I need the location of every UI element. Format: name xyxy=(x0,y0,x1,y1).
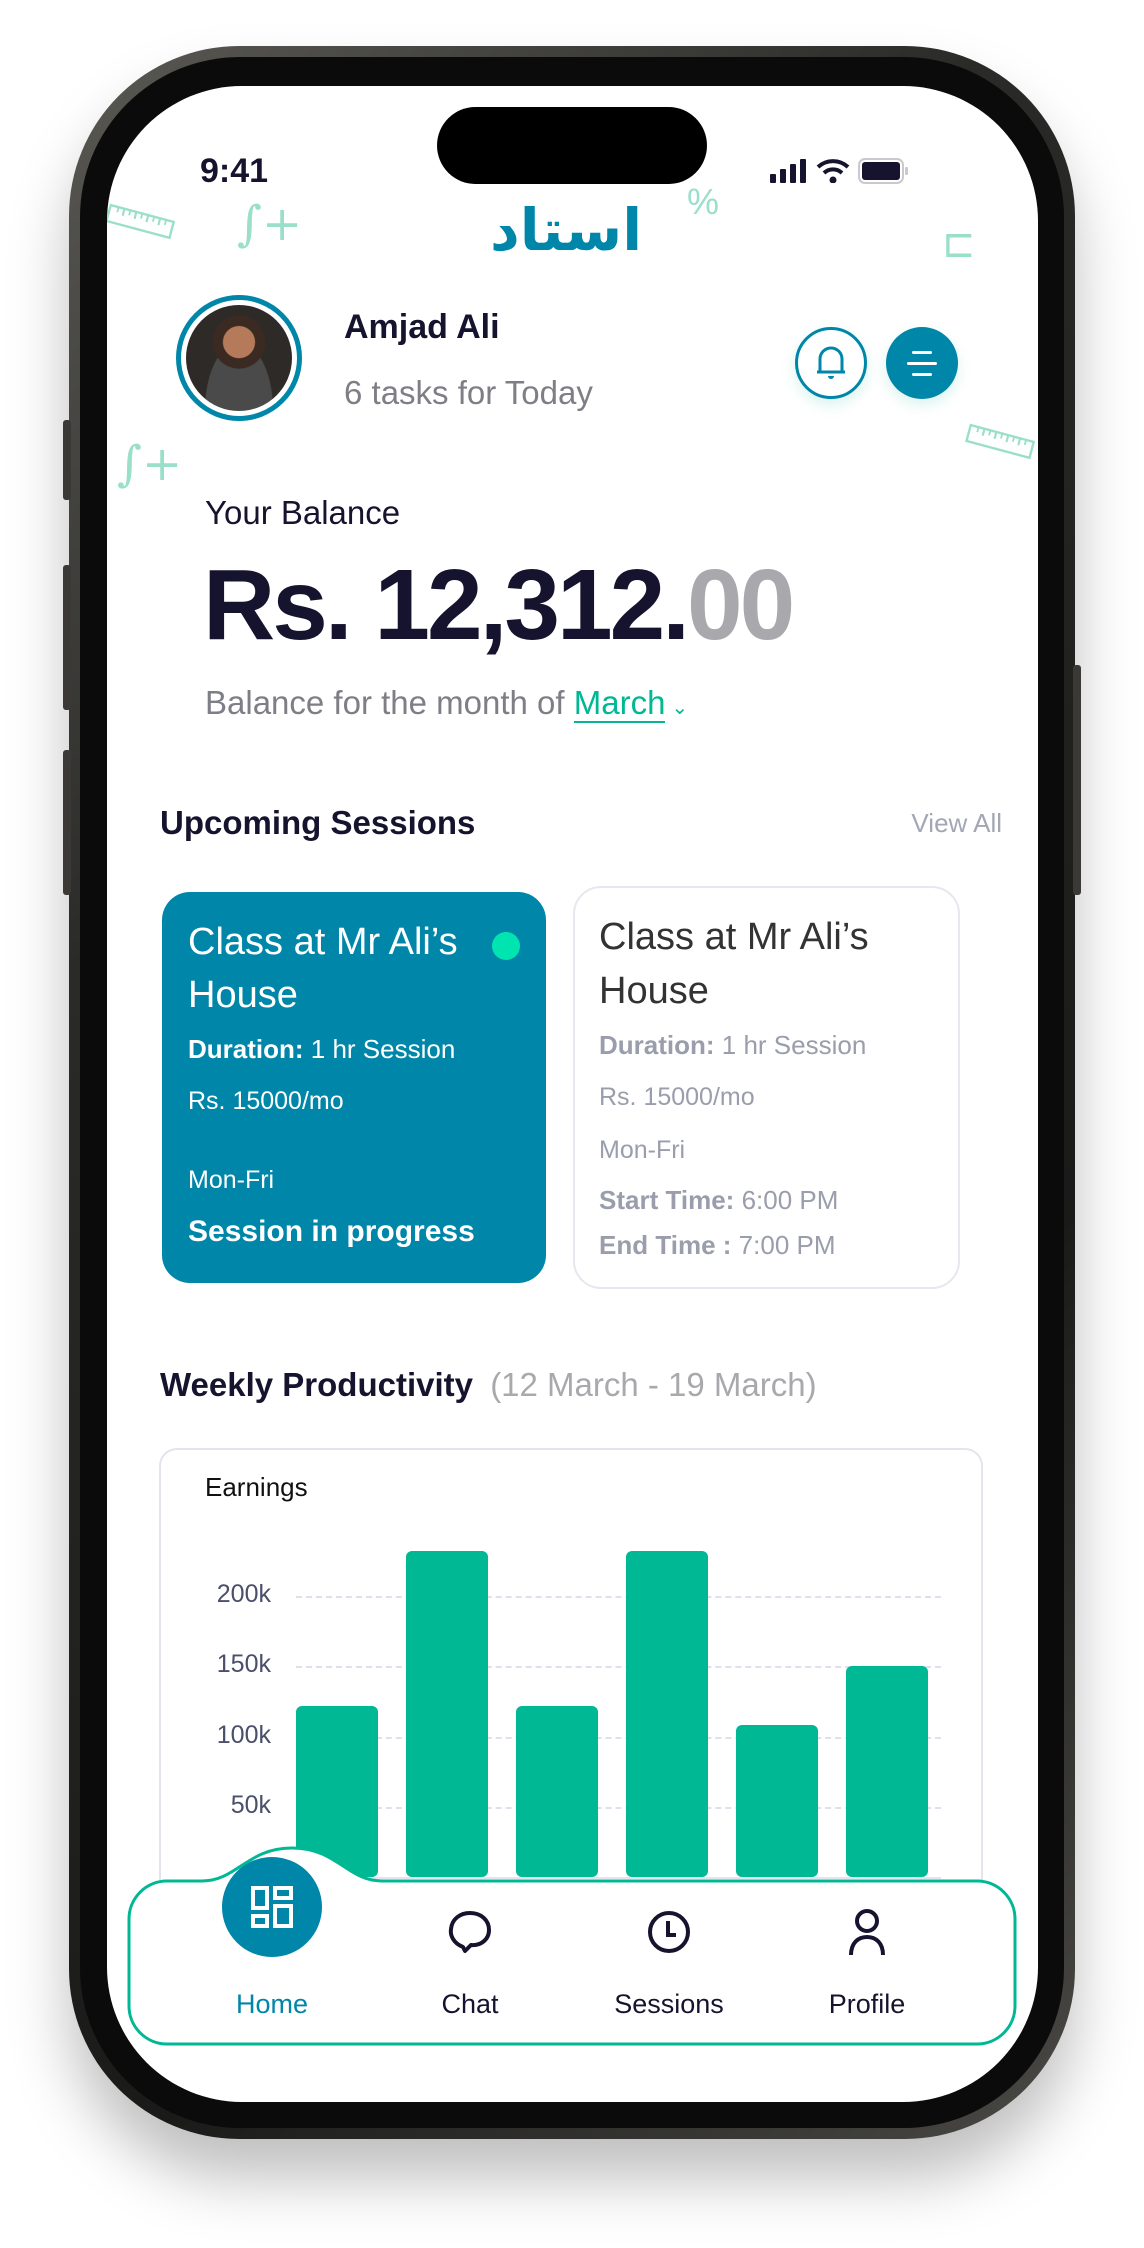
x-axis-line xyxy=(296,1877,941,1879)
view-all-link[interactable]: View All xyxy=(911,808,1002,838)
y-tick-label: 150k xyxy=(216,1650,271,1679)
signal-icon xyxy=(770,159,806,183)
balance-amount: Rs. 12,312.00 xyxy=(203,548,795,663)
menu-button[interactable] xyxy=(886,327,958,399)
y-tick-label: 200k xyxy=(216,1580,271,1608)
balance-amount-main: Rs. 12,312. xyxy=(203,549,690,661)
end-value: 7:00 PM xyxy=(738,1230,836,1260)
action-button xyxy=(63,420,71,500)
bar xyxy=(846,1666,928,1877)
volume-up-button xyxy=(63,565,71,710)
bell-icon xyxy=(817,346,845,379)
duration-value: 1 hr Session xyxy=(310,1034,456,1064)
status-icons xyxy=(770,158,910,184)
balance-label: Your Balance xyxy=(205,494,401,531)
screen: 📏︎ ∫+ % ⊏ ∫+ 📏︎ 9:41 استاد Amjad Ali 6 t… xyxy=(107,86,1038,2102)
chevron-down-icon[interactable]: ⌄ xyxy=(671,697,689,719)
balance-month-line: Balance for the month of March ⌄ xyxy=(205,684,689,723)
set-square-icon: ⊏ xyxy=(942,222,976,266)
integral-icon: ∫+ xyxy=(117,436,183,492)
session-end-time: End Time : 7:00 PM xyxy=(599,1230,934,1261)
productivity-range: (12 March - 19 March) xyxy=(490,1366,817,1403)
bar xyxy=(626,1551,708,1877)
bar xyxy=(736,1725,818,1877)
nav-home-label[interactable]: Home xyxy=(235,1989,309,2019)
grid-line xyxy=(296,1806,941,1809)
bar xyxy=(406,1551,488,1877)
dynamic-island xyxy=(437,107,707,184)
live-status-dot xyxy=(492,932,520,960)
start-value: 6:00 PM xyxy=(741,1185,839,1215)
battery-icon xyxy=(858,158,908,184)
session-start-time: Start Time: 6:00 PM xyxy=(599,1185,934,1216)
session-price: Rs. 15000/mo xyxy=(188,1087,344,1115)
session-card[interactable]: Class at Mr Ali’s House Duration: 1 hr S… xyxy=(573,886,960,1289)
month-selector[interactable]: March xyxy=(573,684,666,723)
productivity-title: Weekly Productivity xyxy=(160,1366,474,1403)
menu-icon-line xyxy=(907,361,937,365)
clock-icon[interactable] xyxy=(645,1908,693,1956)
productivity-header: Weekly Productivity (12 March - 19 March… xyxy=(160,1366,817,1404)
dashboard-icon xyxy=(251,1886,293,1928)
chart-title: Earnings xyxy=(205,1472,308,1502)
sessions-title: Upcoming Sessions xyxy=(160,804,476,841)
ruler-icon: 📏︎ xyxy=(107,173,190,270)
y-tick-label: 50k xyxy=(230,1790,271,1819)
chat-icon[interactable] xyxy=(447,1909,493,1955)
tasks-subtitle: 6 tasks for Today xyxy=(344,374,593,411)
avatar[interactable] xyxy=(176,295,302,421)
session-duration: Duration: 1 hr Session xyxy=(188,1034,520,1065)
duration-label: Duration: xyxy=(599,1030,715,1060)
status-time: 9:41 xyxy=(200,152,269,190)
end-label: End Time : xyxy=(599,1230,732,1260)
balance-month-prefix: Balance for the month of xyxy=(205,684,565,721)
month-value: March xyxy=(573,684,666,721)
session-price: Rs. 15000/mo xyxy=(599,1083,755,1111)
wifi-icon xyxy=(816,159,850,183)
balance-amount-decimals: 00 xyxy=(687,549,795,661)
percent-icon: % xyxy=(687,181,720,222)
start-label: Start Time: xyxy=(599,1185,735,1215)
duration-label: Duration: xyxy=(188,1034,304,1064)
power-button xyxy=(1073,665,1081,895)
ruler-icon: 📏︎ xyxy=(950,393,1038,490)
session-title: Class at Mr Ali’s House xyxy=(188,921,458,1016)
integral-icon: ∫+ xyxy=(237,196,303,252)
nav-sessions[interactable]: Sessions xyxy=(614,1989,724,2019)
bottom-nav-background xyxy=(127,1846,1017,2046)
y-tick-label: 100k xyxy=(216,1720,271,1749)
menu-icon xyxy=(912,350,932,354)
grid-line xyxy=(296,1736,941,1739)
session-days: Mon-Fri xyxy=(188,1166,275,1194)
menu-icon-line xyxy=(912,372,932,376)
profile-icon[interactable] xyxy=(847,1907,887,1957)
session-days: Mon-Fri xyxy=(599,1136,686,1164)
user-name: Amjad Ali xyxy=(344,308,500,346)
session-card-active[interactable]: Class at Mr Ali’s House Duration: 1 hr S… xyxy=(162,892,546,1283)
session-duration: Duration: 1 hr Session xyxy=(599,1030,934,1061)
avatar-photo xyxy=(186,305,292,411)
notifications-button[interactable] xyxy=(795,327,867,399)
session-status: Session in progress xyxy=(188,1215,475,1248)
earnings-bar-chart: 050k100k150k200k xyxy=(161,1450,981,1990)
nav-chat[interactable]: Chat xyxy=(441,1989,499,2019)
grid-line xyxy=(296,1596,941,1598)
duration-value: 1 hr Session xyxy=(721,1030,867,1060)
nav-home-button[interactable] xyxy=(222,1857,322,1957)
session-title: Class at Mr Ali’s House xyxy=(599,916,869,1012)
bar xyxy=(516,1705,598,1877)
grid-line xyxy=(296,1666,941,1669)
volume-down-button xyxy=(63,750,71,895)
nav-profile[interactable]: Profile xyxy=(828,1989,906,2019)
